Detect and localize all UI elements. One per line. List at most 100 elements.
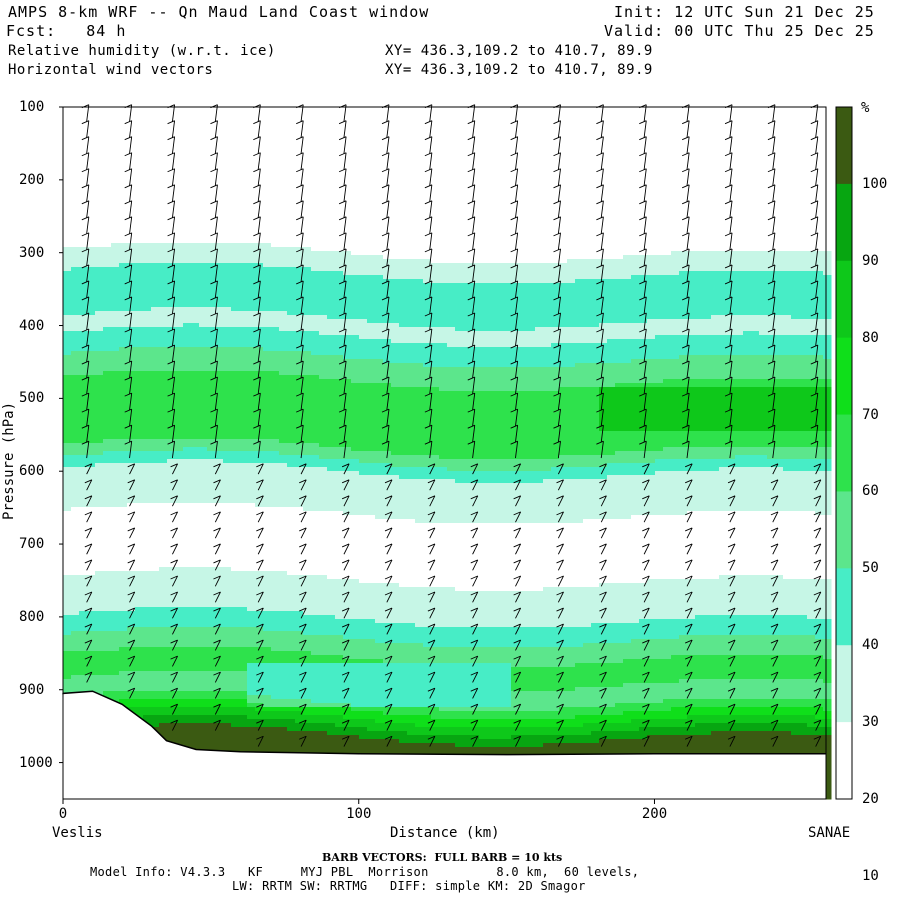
rh-cell (623, 131, 632, 136)
rh-cell (407, 207, 416, 212)
rh-cell (351, 131, 360, 136)
rh-cell (159, 267, 168, 272)
rh-cell (151, 219, 160, 224)
rh-cell (439, 147, 448, 152)
rh-cell (615, 131, 624, 136)
rh-cell (303, 243, 312, 248)
rh-cell (567, 111, 576, 116)
rh-cell (455, 207, 464, 212)
rh-cell (183, 187, 192, 192)
rh-cell (599, 239, 608, 244)
rh-cell (95, 287, 104, 292)
rh-cell (343, 163, 352, 168)
rh-cell (663, 215, 672, 220)
rh-cell (527, 195, 536, 200)
rh-cell (495, 211, 504, 216)
rh-cell (415, 191, 424, 196)
rh-cell (679, 239, 688, 244)
rh-cell (351, 251, 360, 256)
rh-cell (495, 127, 504, 132)
rh-cell (775, 295, 784, 300)
rh-cell (263, 187, 272, 192)
rh-cell (287, 139, 296, 144)
rh-cell (103, 259, 112, 264)
rh-cell (311, 279, 320, 284)
rh-cell (343, 251, 352, 256)
rh-cell (95, 115, 104, 120)
rh-cell (295, 179, 304, 184)
rh-cell (79, 231, 88, 236)
rh-cell (295, 247, 304, 252)
rh-cell (367, 259, 376, 264)
rh-cell (119, 127, 128, 132)
rh-cell (759, 187, 768, 192)
rh-cell (703, 295, 712, 300)
rh-cell (535, 179, 544, 184)
rh-cell (719, 307, 728, 312)
rh-cell (631, 239, 640, 244)
rh-cell (199, 171, 208, 176)
rh-cell (271, 147, 280, 152)
rh-cell (631, 295, 640, 300)
rh-cell (543, 235, 552, 240)
rh-cell (303, 251, 312, 256)
rh-cell (607, 271, 616, 276)
rh-cell (407, 171, 416, 176)
rh-cell (559, 219, 568, 224)
rh-cell (615, 227, 624, 232)
rh-cell (447, 287, 456, 292)
rh-cell (655, 223, 664, 228)
rh-cell (695, 267, 704, 272)
rh-cell (695, 307, 704, 312)
rh-cell (703, 219, 712, 224)
rh-cell (575, 151, 584, 156)
rh-cell (135, 239, 144, 244)
rh-cell (191, 171, 200, 176)
rh-cell (759, 283, 768, 288)
rh-cell (327, 235, 336, 240)
rh-cell (807, 235, 816, 240)
rh-cell (711, 183, 720, 188)
rh-cell (471, 291, 480, 296)
rh-cell (719, 311, 728, 316)
rh-cell (287, 307, 296, 312)
rh-cell (743, 279, 752, 284)
rh-cell (391, 199, 400, 204)
rh-cell (431, 115, 440, 120)
rh-cell (823, 223, 832, 228)
rh-cell (327, 287, 336, 292)
rh-cell (487, 235, 496, 240)
rh-cell (79, 271, 88, 276)
rh-cell (191, 291, 200, 296)
rh-cell (799, 143, 808, 148)
rh-cell (103, 275, 112, 280)
rh-cell (111, 231, 120, 236)
rh-cell (135, 287, 144, 292)
rh-cell (239, 283, 248, 288)
rh-cell (431, 267, 440, 272)
rh-cell (151, 123, 160, 128)
rh-cell (335, 275, 344, 280)
rh-cell (431, 139, 440, 144)
rh-cell (615, 311, 624, 316)
rh-cell (479, 135, 488, 140)
rh-cell (735, 199, 744, 204)
rh-cell (415, 111, 424, 116)
rh-cell (391, 167, 400, 172)
rh-cell (591, 247, 600, 252)
rh-cell (479, 147, 488, 152)
rh-cell (599, 243, 608, 248)
rh-cell (63, 267, 72, 272)
rh-cell (111, 107, 120, 112)
rh-cell (239, 139, 248, 144)
rh-cell (711, 151, 720, 156)
rh-cell (319, 291, 328, 296)
rh-cell (655, 271, 664, 276)
rh-cell (567, 159, 576, 164)
rh-cell (767, 295, 776, 300)
rh-cell (447, 239, 456, 244)
rh-cell (807, 155, 816, 160)
rh-cell (631, 287, 640, 292)
rh-cell (815, 131, 824, 136)
rh-cell (815, 263, 824, 268)
